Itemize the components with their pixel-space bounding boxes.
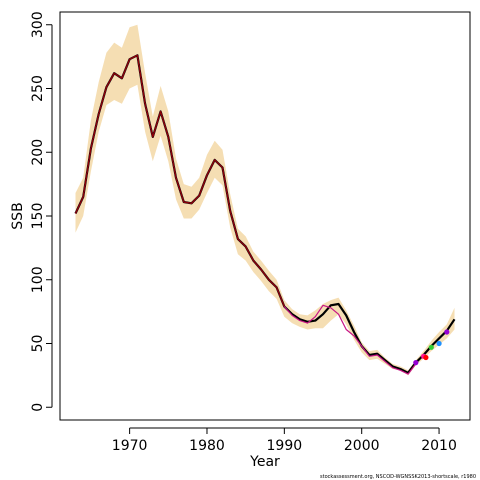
axes-layer: 1970 1980 1990 2000 2010 0 50 100 150 200 250 300	[30, 11, 457, 454]
retro-endpoint	[444, 329, 450, 335]
x-tick-label: 2000	[344, 438, 380, 454]
y-tick-label: 200	[30, 139, 46, 166]
y-tick-label: 100	[30, 266, 46, 293]
x-axis-title: Year	[249, 454, 280, 470]
points-layer	[413, 329, 450, 366]
confidence-band	[75, 24, 455, 376]
ssb-line-retro-overlay	[74, 54, 285, 307]
plot-frame	[59, 11, 471, 421]
y-axis-title: SSB	[10, 202, 26, 229]
retro-endpoint	[423, 354, 429, 361]
y-tick-label: 300	[30, 11, 46, 38]
source-credit: stockassessment.org, NSCOD-WGNSSK2013-sh…	[320, 474, 476, 480]
x-tick-label: 1970	[112, 438, 148, 454]
y-tick-label: 250	[30, 75, 46, 102]
confidence-band-layer	[75, 24, 455, 376]
x-tick-label: 1980	[189, 438, 225, 454]
retro-endpoint	[436, 340, 442, 347]
retro-endpoint	[413, 360, 419, 366]
x-tick-label: 1990	[267, 438, 303, 454]
y-tick-label: 150	[30, 203, 46, 230]
retro-endpoint	[428, 344, 434, 350]
ssb-line-main	[74, 54, 456, 374]
x-tick-label: 2010	[421, 438, 457, 454]
y-tick-label: 0	[30, 403, 46, 412]
series-lines-layer	[74, 54, 456, 375]
ssb-line-retro	[74, 54, 417, 375]
y-tick-label: 50	[30, 335, 46, 353]
